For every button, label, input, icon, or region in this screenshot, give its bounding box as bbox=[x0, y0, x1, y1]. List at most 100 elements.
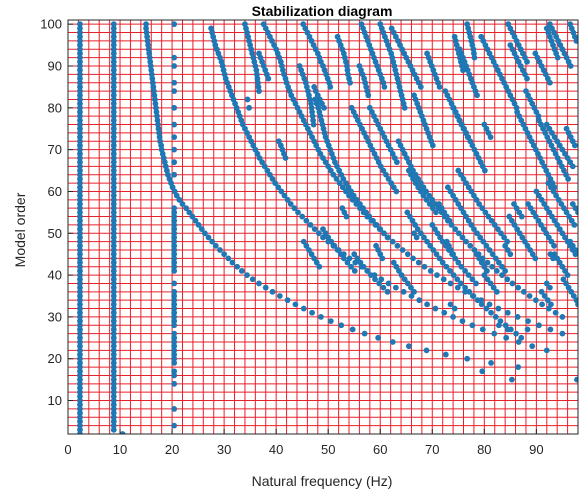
data-point bbox=[77, 84, 83, 90]
data-point bbox=[110, 104, 117, 111]
data-point bbox=[77, 104, 83, 111]
data-point bbox=[77, 196, 83, 203]
data-point bbox=[474, 92, 480, 99]
data-point bbox=[424, 238, 430, 245]
data-point bbox=[77, 385, 83, 391]
data-point bbox=[551, 242, 557, 249]
data-point bbox=[413, 234, 420, 241]
data-point bbox=[77, 397, 83, 404]
y-tick-label: 90 bbox=[48, 59, 62, 74]
data-point bbox=[171, 293, 178, 299]
data-point bbox=[571, 142, 578, 149]
data-point bbox=[77, 251, 83, 258]
data-point bbox=[548, 301, 554, 308]
data-point bbox=[551, 134, 558, 140]
data-point bbox=[474, 297, 481, 304]
data-point bbox=[547, 251, 554, 258]
data-point bbox=[484, 276, 491, 283]
data-point bbox=[525, 318, 531, 324]
data-point bbox=[393, 188, 400, 195]
data-point bbox=[423, 188, 429, 195]
data-point bbox=[77, 401, 83, 408]
data-point bbox=[351, 268, 358, 274]
data-point bbox=[300, 305, 307, 312]
data-point bbox=[529, 343, 536, 350]
data-point bbox=[470, 293, 477, 299]
data-point bbox=[110, 217, 117, 224]
data-point bbox=[480, 238, 487, 245]
data-point bbox=[110, 134, 117, 140]
data-point bbox=[488, 217, 495, 224]
data-point bbox=[110, 322, 117, 329]
data-point bbox=[565, 284, 572, 291]
data-point bbox=[502, 268, 509, 274]
data-point bbox=[465, 217, 472, 224]
data-point bbox=[171, 339, 178, 345]
data-point bbox=[385, 176, 392, 182]
data-point bbox=[110, 418, 117, 425]
data-point bbox=[278, 188, 285, 195]
data-point bbox=[465, 272, 472, 278]
data-point bbox=[555, 196, 562, 203]
data-point bbox=[405, 343, 412, 350]
data-point bbox=[466, 288, 473, 295]
data-point bbox=[471, 192, 477, 199]
data-point bbox=[436, 84, 443, 90]
data-point bbox=[77, 280, 83, 287]
x-tick-label: 50 bbox=[321, 442, 335, 457]
data-point bbox=[454, 276, 461, 283]
data-point bbox=[316, 263, 323, 270]
data-point bbox=[571, 222, 578, 228]
data-point bbox=[110, 259, 117, 266]
data-point bbox=[554, 255, 561, 262]
data-point bbox=[455, 167, 462, 174]
data-point bbox=[171, 355, 178, 362]
data-point bbox=[415, 184, 422, 191]
x-tick-label: 40 bbox=[269, 442, 283, 457]
data-point bbox=[291, 205, 298, 212]
data-point bbox=[443, 213, 450, 220]
data-point bbox=[110, 71, 117, 78]
data-point bbox=[225, 255, 232, 262]
data-point bbox=[339, 184, 346, 191]
data-point bbox=[299, 213, 306, 220]
data-point bbox=[486, 301, 493, 308]
data-point bbox=[171, 372, 178, 379]
data-point bbox=[308, 251, 315, 258]
data-point bbox=[183, 205, 190, 212]
data-point bbox=[77, 238, 83, 245]
data-point bbox=[464, 134, 471, 140]
data-point bbox=[77, 297, 83, 304]
data-point bbox=[77, 263, 83, 270]
data-point bbox=[476, 255, 483, 262]
data-point bbox=[171, 380, 178, 387]
data-point bbox=[110, 314, 117, 320]
data-point bbox=[77, 92, 83, 99]
data-point bbox=[460, 209, 467, 216]
data-point bbox=[110, 247, 117, 253]
data-point bbox=[404, 251, 411, 258]
data-point bbox=[567, 238, 574, 245]
data-point bbox=[498, 230, 504, 237]
data-point bbox=[350, 192, 357, 199]
data-point bbox=[489, 263, 496, 270]
data-point bbox=[119, 431, 126, 434]
data-point bbox=[559, 230, 566, 237]
data-point bbox=[229, 259, 236, 266]
data-point bbox=[77, 159, 83, 166]
data-point bbox=[325, 163, 332, 170]
data-point bbox=[307, 222, 314, 228]
data-point bbox=[77, 71, 83, 78]
data-point bbox=[171, 422, 178, 429]
y-tick-label: 100 bbox=[40, 17, 62, 32]
data-point bbox=[455, 201, 462, 207]
data-point bbox=[514, 226, 521, 232]
data-point bbox=[110, 280, 117, 287]
data-point bbox=[509, 280, 516, 287]
data-point bbox=[110, 109, 117, 115]
data-point bbox=[77, 130, 83, 136]
data-point bbox=[370, 217, 376, 224]
data-point bbox=[423, 196, 430, 203]
data-point bbox=[77, 272, 83, 278]
data-point bbox=[491, 222, 498, 228]
